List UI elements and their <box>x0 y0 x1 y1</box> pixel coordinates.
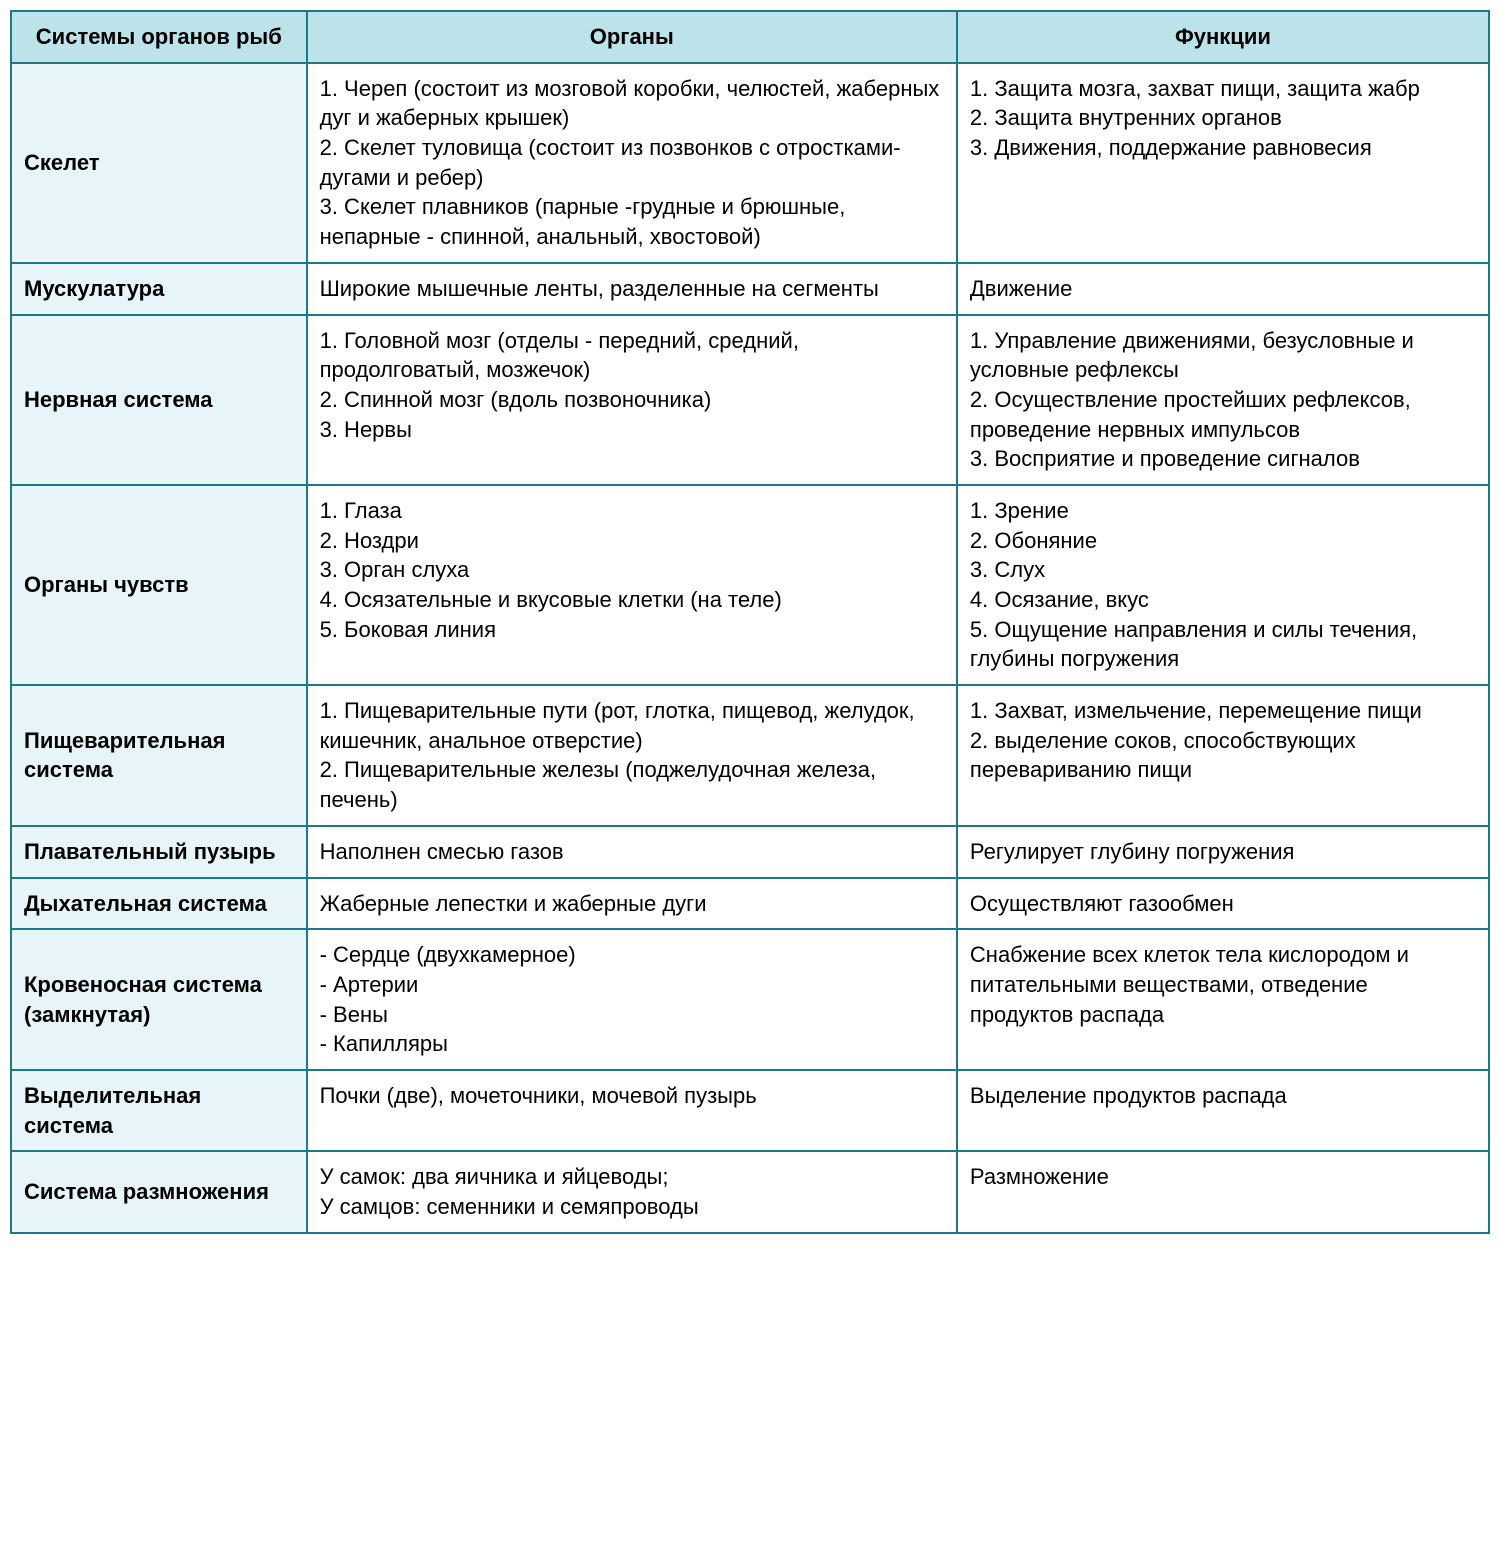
cell-organs: - Сердце (двухкамерное)- Артерии- Вены- … <box>307 929 957 1070</box>
cell-organs: 1. Череп (состоит из мозговой коробки, ч… <box>307 63 957 263</box>
cell-functions: Движение <box>957 263 1489 315</box>
cell-functions: Выделение продуктов распада <box>957 1070 1489 1151</box>
table-row: Выделительная системаПочки (две), мочето… <box>11 1070 1489 1151</box>
cell-functions: Размножение <box>957 1151 1489 1232</box>
header-systems: Системы органов рыб <box>11 11 307 63</box>
header-functions: Функции <box>957 11 1489 63</box>
cell-system: Выделительная система <box>11 1070 307 1151</box>
table-row: Пищеварительная система1. Пищеварительны… <box>11 685 1489 826</box>
cell-organs: 1. Глаза2. Ноздри3. Орган слуха4. Осязат… <box>307 485 957 685</box>
cell-organs: Почки (две), мочеточники, мочевой пузырь <box>307 1070 957 1151</box>
cell-functions: 1. Зрение2. Обоняние3. Слух4. Осязание, … <box>957 485 1489 685</box>
cell-organs: Наполнен смесью газов <box>307 826 957 878</box>
cell-organs: Жаберные лепестки и жаберные дуги <box>307 878 957 930</box>
cell-system: Нервная система <box>11 315 307 485</box>
cell-functions: 1. Управление движениями, безусловные и … <box>957 315 1489 485</box>
table-row: МускулатураШирокие мышечные ленты, разде… <box>11 263 1489 315</box>
cell-functions: 1. Захват, измельчение, перемещение пищи… <box>957 685 1489 826</box>
cell-organs: Широкие мышечные ленты, разделенные на с… <box>307 263 957 315</box>
cell-functions: 1. Защита мозга, захват пищи, защита жаб… <box>957 63 1489 263</box>
cell-functions: Регулирует глубину погружения <box>957 826 1489 878</box>
table-body: Скелет1. Череп (состоит из мозговой коро… <box>11 63 1489 1233</box>
cell-system: Дыхательная система <box>11 878 307 930</box>
cell-functions: Снабжение всех клеток тела кислородом и … <box>957 929 1489 1070</box>
cell-system: Органы чувств <box>11 485 307 685</box>
cell-organs: 1. Пищеварительные пути (рот, глотка, пи… <box>307 685 957 826</box>
cell-system: Пищеварительная система <box>11 685 307 826</box>
cell-system: Мускулатура <box>11 263 307 315</box>
cell-system: Плавательный пузырь <box>11 826 307 878</box>
table-row: Дыхательная системаЖаберные лепестки и ж… <box>11 878 1489 930</box>
header-organs: Органы <box>307 11 957 63</box>
table-row: Скелет1. Череп (состоит из мозговой коро… <box>11 63 1489 263</box>
cell-functions: Осуществляют газообмен <box>957 878 1489 930</box>
table-row: Кровеносная система (замкнутая)- Сердце … <box>11 929 1489 1070</box>
table-row: Плавательный пузырьНаполнен смесью газов… <box>11 826 1489 878</box>
table-row: Органы чувств1. Глаза2. Ноздри3. Орган с… <box>11 485 1489 685</box>
cell-organs: 1. Головной мозг (отделы - передний, сре… <box>307 315 957 485</box>
organ-systems-table: Системы органов рыб Органы Функции Скеле… <box>10 10 1490 1234</box>
cell-system: Кровеносная система (замкнутая) <box>11 929 307 1070</box>
table-row: Нервная система1. Головной мозг (отделы … <box>11 315 1489 485</box>
cell-system: Система размно­жения <box>11 1151 307 1232</box>
table-row: Система размно­женияУ самок: два яичника… <box>11 1151 1489 1232</box>
cell-system: Скелет <box>11 63 307 263</box>
cell-organs: У самок: два яичника и яйцеводы;У самцов… <box>307 1151 957 1232</box>
table-header-row: Системы органов рыб Органы Функции <box>11 11 1489 63</box>
